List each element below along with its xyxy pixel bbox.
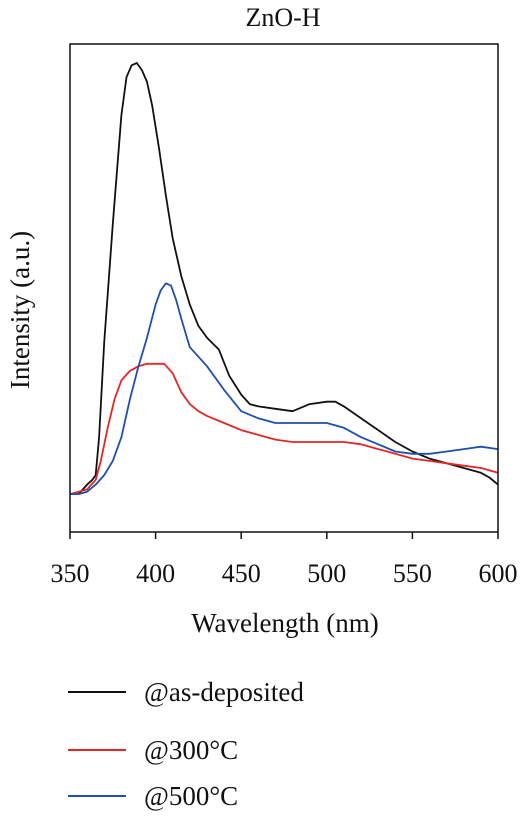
x-tick-label: 450 xyxy=(222,559,261,588)
x-tick-label: 550 xyxy=(393,559,432,588)
legend-swatch-300c xyxy=(68,749,126,751)
y-axis-label: Intensity (a.u.) xyxy=(5,231,35,389)
series-line-0 xyxy=(70,62,499,495)
legend-item-500c: @500°C xyxy=(68,776,428,816)
x-axis: 350 400 450 500 550 600 xyxy=(51,532,518,588)
legend-swatch-as-deposited xyxy=(68,691,126,693)
x-tick-label: 600 xyxy=(479,559,518,588)
x-tick-label: 350 xyxy=(51,559,90,588)
x-tick-label: 500 xyxy=(307,559,346,588)
legend-item-as-deposited: @as-deposited xyxy=(68,672,428,712)
legend-label-500c: @500°C xyxy=(144,781,239,811)
plot-area xyxy=(69,62,499,495)
series-line-2 xyxy=(70,282,499,495)
x-axis-label: Wavelength (nm) xyxy=(191,608,379,638)
legend-label-as-deposited: @as-deposited xyxy=(144,677,304,707)
plot-frame xyxy=(69,43,499,533)
legend-item-300c: @300°C xyxy=(68,730,428,770)
x-tick-label: 400 xyxy=(136,559,175,588)
chart-title: ZnO-H xyxy=(245,3,320,32)
legend-label-300c: @300°C xyxy=(144,735,239,765)
series-line-1 xyxy=(69,362,499,495)
legend-swatch-500c xyxy=(68,795,126,797)
